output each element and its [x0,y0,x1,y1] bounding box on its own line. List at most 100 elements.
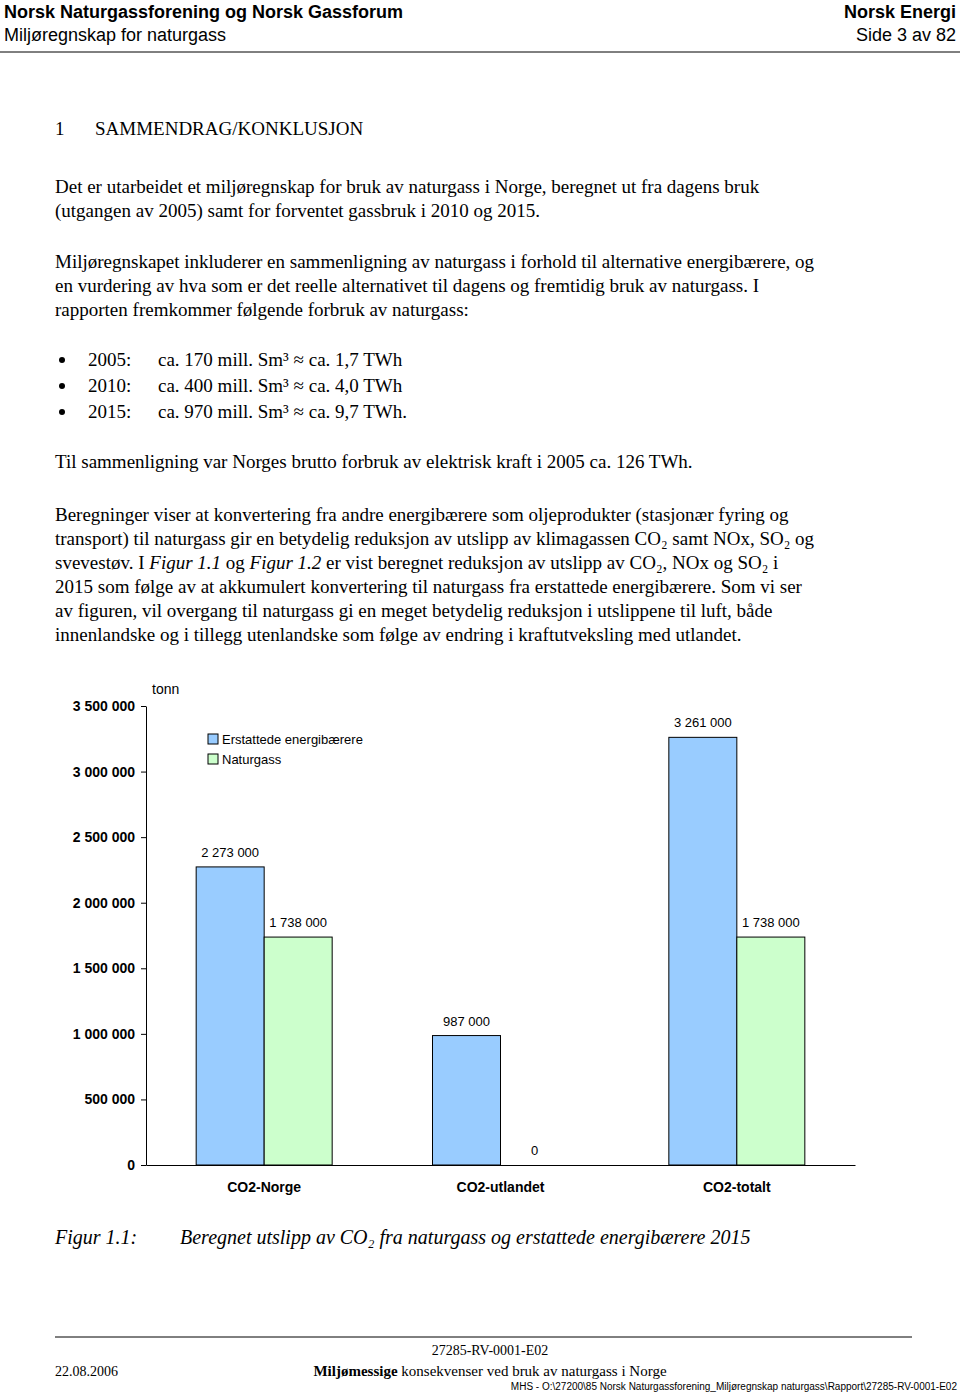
legend-label: Erstattede energibærere [222,732,363,747]
x-axis: CO2-Norge CO2-utlandet CO2-totalt [147,1166,856,1195]
bar [433,1036,501,1165]
bullet [59,383,65,389]
header-title: Miljøregnskap for naturgass [4,25,226,45]
text-segment: svevestøv. I [55,552,149,573]
y-tick: 500 000 [84,1091,146,1107]
text-segment: konsekvenser ved bruk av naturgass i Nor… [398,1363,667,1379]
legend-swatch [208,734,218,744]
y-tick: 3 000 000 [73,764,146,780]
bar [737,937,805,1165]
text-segment: Figur 1.1 [148,552,221,573]
y-tick: 1 000 000 [73,1026,146,1042]
text-segment: og [221,552,250,573]
text-segment: 2015 som følge av at akkumulert konverte… [55,576,803,597]
y-tick-mark [141,1099,146,1100]
caption: Figur 1.1: Beregnet utslipp av CO₂ fra na… [54,1226,750,1249]
bullet-year: 2010: [88,375,131,396]
data-label: 0 [531,1143,538,1158]
chart: 0 500 000 1 000 000 1 500 000 2 000 000 2 500… [73,681,856,1195]
bars [196,737,805,1165]
y-tick-label: 2 000 000 [73,895,135,911]
legend-label: Naturgass [222,752,282,767]
paragraph-line: rapporten fremkommer følgende forbruk av… [55,299,469,320]
caption-number: Figur 1.1: [54,1226,137,1249]
y-axis-title: tonn [152,681,179,697]
bullet [59,409,65,415]
header: Norsk Naturgassforening og Norsk Gassfor… [0,2,960,52]
y-tick-label: 1 000 000 [73,1026,135,1042]
paragraph-line: Det er utarbeidet et miljøregnskap for b… [55,176,760,197]
y-tick: 3 500 000 [73,698,146,714]
bar [669,737,737,1165]
data-label: 1 738 000 [742,915,800,930]
y-tick: 0 [127,1157,146,1173]
bar [196,867,264,1165]
text-segment: av figuren, vil overgang til naturgass g… [55,600,772,621]
paragraph-line: svevestøv. I Figur 1.1 og Figur 1.2 er v… [55,552,778,573]
y-tick-mark [141,903,146,904]
paragraph-line: transport) til naturgass gir en betydeli… [55,528,815,550]
y-tick-mark [141,772,146,773]
x-tick: CO2-Norge [227,1179,301,1195]
header-company: Norsk Energi [844,2,956,22]
paragraph-line: innenlandske og i tillegg utenlandske so… [55,624,742,645]
y-tick: 1 500 000 [73,960,146,976]
section-title: SAMMENDRAG/KONKLUSJON [95,118,363,139]
y-tick-label: 3 500 000 [73,698,135,714]
text-segment: transport) til naturgass gir en betydeli… [55,528,815,550]
paragraph-line: av figuren, vil overgang til naturgass g… [55,600,772,621]
x-tick: CO2-totalt [703,1179,771,1195]
caption-text: Beregnet utslipp av CO₂ fra naturgass og… [180,1226,750,1249]
data-labels: 2 273 000 987 000 3 261 000 1 738 000 0 1 738… [201,715,800,1158]
paragraph-line: 2015 som følge av at akkumulert konverte… [55,576,803,597]
paragraph-line: Til sammenligning var Norges brutto forb… [55,451,693,472]
y-tick-mark [141,1165,146,1166]
y-tick-mark [141,837,146,838]
page: Norsk Naturgassforening og Norsk Gassfor… [0,0,960,1393]
paragraph-line: en vurdering av hva som er det reelle al… [55,275,759,296]
footer-doc-id: 27285-RV-0001-E02 [432,1343,549,1358]
y-tick-label: 0 [127,1157,135,1173]
text-segment: innenlandske og i tillegg utenlandske so… [55,624,742,645]
footer-date: 22.08.2006 [55,1364,118,1379]
x-tick-label: CO2-totalt [703,1179,771,1195]
y-tick-label: 2 500 000 [73,829,135,845]
paragraph-line: Miljøregnskapet inkluderer en sammenlign… [55,251,815,272]
legend-swatch [208,754,218,764]
y-tick: 2 500 000 [73,829,146,845]
footer-path: MHS - O:\27200\85 Norsk Naturgassforenin… [511,1381,958,1392]
paragraph-line: (utgangen av 2005) samt for forventet ga… [55,200,540,222]
header-org: Norsk Naturgassforening og Norsk Gassfor… [4,2,403,22]
text-segment: Beregninger viser at konvertering fra an… [55,504,789,526]
x-tick: CO2-utlandet [457,1179,545,1195]
bullet-text: ca. 400 mill. Sm³ ≈ ca. 4,0 TWh [158,375,403,396]
text-segment: Figur 1.2 [249,552,322,573]
legend: Erstattede energibærere Naturgass [208,732,363,767]
bar [501,1165,569,1166]
y-tick-mark [141,706,146,707]
y-tick-mark [141,1034,146,1035]
bullet-year: 2005: [88,349,131,370]
footer-rule [55,1337,912,1338]
y-axis-line [146,707,147,1166]
header-rule [0,52,960,53]
footer-title: Miljømessige konsekvenser ved bruk av na… [313,1363,666,1379]
bullet [59,357,65,363]
text-segment: Miljømessige [313,1363,397,1379]
bullet-year: 2015: [88,401,131,422]
x-axis-line [147,1165,856,1166]
footer: 27285-RV-0001-E02 22.08.2006 Miljømessige … [55,1337,957,1392]
data-label: 3 261 000 [674,715,732,730]
body: 1 SAMMENDRAG/KONKLUSJON Det er utarbeidet … [55,118,815,645]
section-number: 1 [55,118,65,139]
y-tick-label: 3 000 000 [73,764,135,780]
bullet-text: ca. 170 mill. Sm³ ≈ ca. 1,7 TWh [158,349,403,370]
y-tick: 2 000 000 [73,895,146,911]
y-tick-label: 1 500 000 [73,960,135,976]
x-tick-label: CO2-utlandet [457,1179,545,1195]
data-label: 987 000 [443,1014,490,1029]
data-label: 1 738 000 [269,915,327,930]
y-tick-label: 500 000 [84,1091,135,1107]
header-page: Side 3 av 82 [856,25,956,45]
data-label: 2 273 000 [201,845,259,860]
